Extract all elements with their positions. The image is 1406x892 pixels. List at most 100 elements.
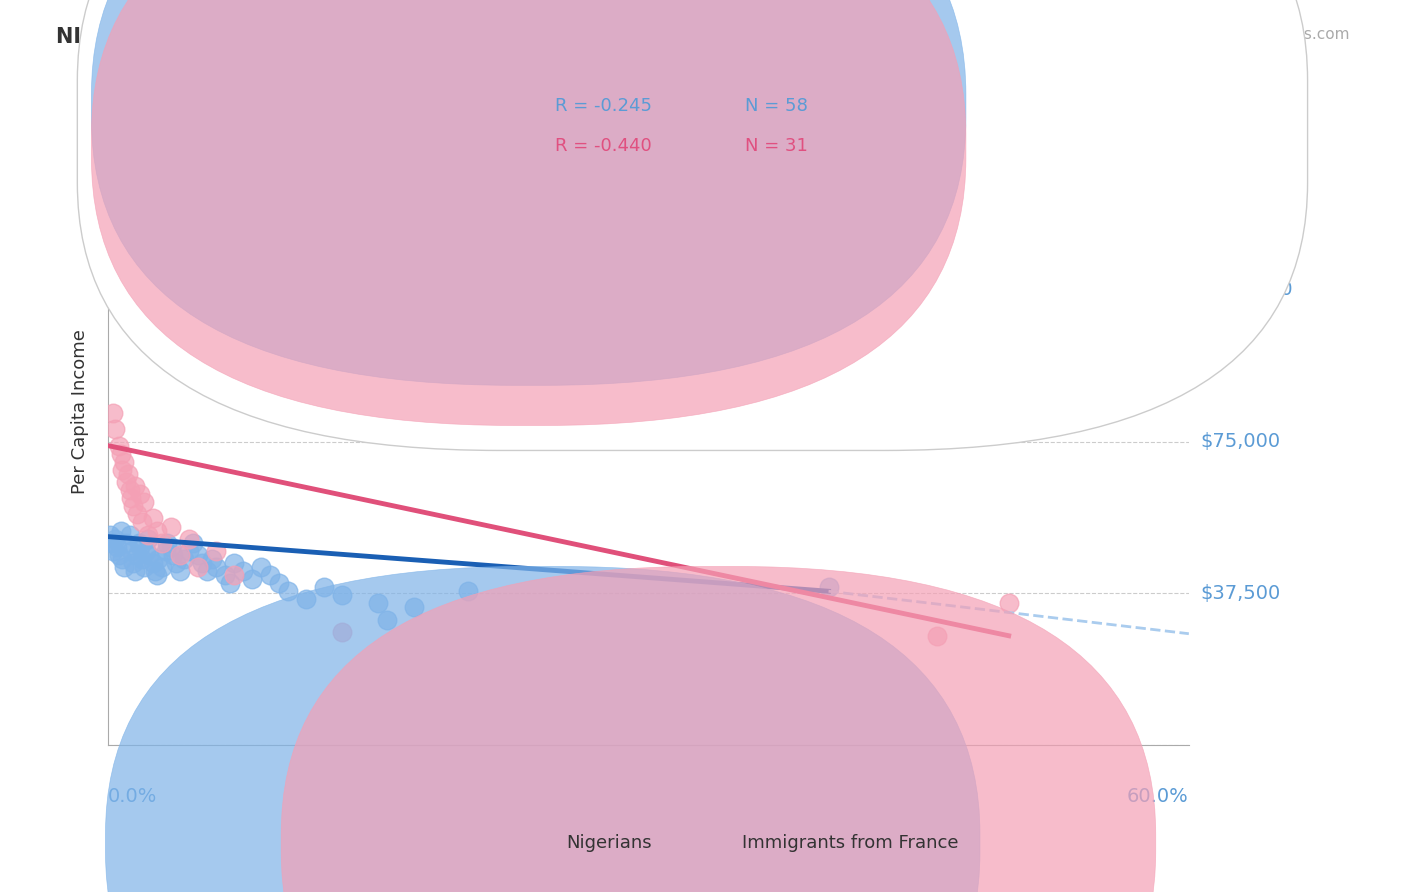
Point bbox=[117, 467, 139, 481]
Point bbox=[125, 508, 148, 522]
Point bbox=[169, 548, 191, 562]
Point bbox=[169, 564, 191, 578]
Point bbox=[124, 479, 146, 493]
Text: ZIPatlas: ZIPatlas bbox=[460, 371, 838, 451]
Text: Immigrants from France: Immigrants from France bbox=[742, 834, 959, 852]
Point bbox=[181, 535, 204, 549]
Point bbox=[143, 564, 166, 578]
Point bbox=[107, 548, 129, 562]
Point bbox=[112, 455, 135, 469]
Point bbox=[150, 535, 173, 549]
Text: Source: ZipAtlas.com: Source: ZipAtlas.com bbox=[1187, 27, 1350, 42]
Point bbox=[222, 568, 245, 582]
Text: $37,500: $37,500 bbox=[1199, 583, 1281, 603]
Point bbox=[173, 552, 195, 566]
Text: Nigerians: Nigerians bbox=[567, 834, 652, 852]
Point bbox=[107, 439, 129, 453]
Point bbox=[160, 540, 183, 554]
Point bbox=[150, 560, 173, 574]
Point bbox=[129, 540, 152, 554]
Point bbox=[314, 580, 336, 594]
Point bbox=[177, 532, 200, 546]
Point bbox=[232, 564, 254, 578]
Point bbox=[367, 596, 389, 610]
Point bbox=[145, 568, 167, 582]
Y-axis label: Per Capita Income: Per Capita Income bbox=[72, 329, 89, 493]
Point bbox=[131, 552, 153, 566]
Point bbox=[103, 406, 125, 420]
Point bbox=[129, 487, 152, 501]
Point bbox=[222, 556, 245, 570]
Point bbox=[997, 596, 1019, 610]
Point bbox=[156, 535, 179, 549]
Point bbox=[132, 560, 155, 574]
Point bbox=[111, 463, 134, 477]
Point bbox=[124, 564, 146, 578]
Point bbox=[162, 548, 184, 562]
Text: 60.0%: 60.0% bbox=[1128, 787, 1189, 805]
Point bbox=[250, 560, 273, 574]
Point bbox=[277, 584, 299, 599]
Point bbox=[110, 524, 132, 538]
Point bbox=[219, 576, 242, 591]
Point bbox=[375, 613, 398, 627]
Point bbox=[817, 580, 839, 594]
Point bbox=[145, 524, 167, 538]
Point bbox=[240, 572, 263, 586]
Point bbox=[187, 548, 209, 562]
Point bbox=[205, 543, 228, 558]
Point bbox=[98, 139, 121, 153]
Point bbox=[165, 556, 187, 570]
Text: N = 31: N = 31 bbox=[745, 137, 808, 155]
Point bbox=[136, 527, 159, 541]
Point bbox=[160, 519, 183, 533]
Point bbox=[259, 568, 281, 582]
Point bbox=[115, 475, 138, 489]
Point bbox=[120, 491, 142, 506]
Point bbox=[404, 600, 426, 615]
Point bbox=[104, 532, 127, 546]
Point bbox=[125, 548, 148, 562]
Text: N = 58: N = 58 bbox=[745, 97, 808, 115]
Point bbox=[295, 592, 318, 607]
Point bbox=[120, 543, 142, 558]
Point bbox=[122, 556, 145, 570]
Point bbox=[269, 576, 291, 591]
Point bbox=[330, 588, 353, 602]
Point bbox=[214, 568, 236, 582]
Point bbox=[142, 556, 165, 570]
Point bbox=[201, 552, 224, 566]
Point bbox=[104, 422, 127, 436]
Point bbox=[142, 511, 165, 525]
Point bbox=[138, 548, 160, 562]
Point bbox=[100, 535, 122, 549]
Point bbox=[132, 495, 155, 509]
Point bbox=[190, 556, 212, 570]
Point bbox=[155, 543, 177, 558]
Point bbox=[128, 535, 150, 549]
Point bbox=[136, 532, 159, 546]
Text: $112,500: $112,500 bbox=[1199, 280, 1292, 300]
Point bbox=[118, 527, 141, 541]
Point bbox=[205, 560, 228, 574]
Point bbox=[135, 543, 157, 558]
Text: $150,000: $150,000 bbox=[1199, 128, 1292, 147]
Point bbox=[98, 527, 121, 541]
Point bbox=[187, 560, 209, 574]
Text: NIGERIAN VS IMMIGRANTS FROM FRANCE PER CAPITA INCOME CORRELATION CHART: NIGERIAN VS IMMIGRANTS FROM FRANCE PER C… bbox=[56, 27, 1043, 46]
Point bbox=[177, 543, 200, 558]
Point bbox=[195, 564, 218, 578]
Point bbox=[105, 540, 128, 554]
Point bbox=[122, 500, 145, 514]
Text: $75,000: $75,000 bbox=[1199, 432, 1279, 451]
Point bbox=[115, 535, 138, 549]
Point bbox=[131, 516, 153, 530]
Point bbox=[111, 552, 134, 566]
Text: R = -0.245: R = -0.245 bbox=[555, 97, 652, 115]
Point bbox=[112, 560, 135, 574]
Point bbox=[925, 629, 948, 643]
Point bbox=[118, 483, 141, 497]
Point bbox=[330, 624, 353, 639]
Point bbox=[110, 447, 132, 461]
Point bbox=[103, 543, 125, 558]
